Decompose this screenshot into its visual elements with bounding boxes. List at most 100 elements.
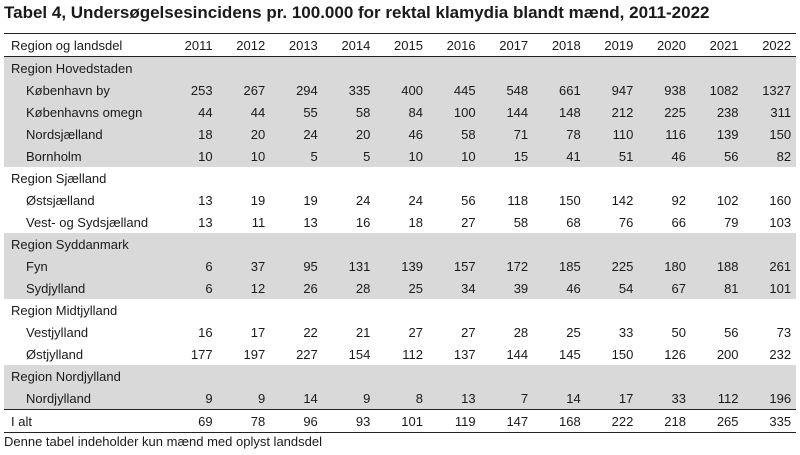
- value-cell: 95: [270, 255, 323, 277]
- value-cell: [481, 167, 534, 189]
- header-year: 2022: [743, 33, 797, 57]
- value-cell: 16: [355, 214, 371, 230]
- value-cell: 6: [165, 255, 218, 277]
- value-cell: 225: [638, 101, 691, 123]
- table-row: Fyn 6 37 95 131 139 157 172 185 225 180 188 261: [4, 255, 797, 277]
- value-cell: 112: [402, 346, 423, 362]
- value-cell: 46: [533, 277, 586, 299]
- value-cell: 9: [322, 387, 376, 410]
- value-cell: 21: [355, 324, 371, 340]
- value-cell: 58: [427, 123, 481, 145]
- table-title: Tabel 4, Undersøgelsesincidens pr. 100.0…: [4, 3, 710, 22]
- value-cell: 33: [638, 387, 691, 410]
- value-cell: 147: [480, 409, 534, 433]
- value-cell: 14: [533, 387, 586, 410]
- landsdel-label: Fyn: [4, 255, 165, 277]
- value-cell: [427, 233, 481, 255]
- landsdel-label: Københavns omegn: [4, 101, 165, 123]
- value-cell: 82: [743, 145, 797, 167]
- region-label: Region Nordjylland: [4, 365, 165, 387]
- value-cell: 11: [251, 214, 266, 230]
- value-cell: 92: [671, 192, 686, 208]
- header-year: 2012: [217, 33, 271, 57]
- value-cell: 225: [585, 255, 639, 277]
- value-cell: 13: [427, 387, 481, 410]
- value-cell: [638, 56, 691, 79]
- value-cell: 76: [618, 214, 634, 230]
- landsdel-label: Vestjylland: [26, 324, 89, 340]
- value-cell: 56: [461, 192, 476, 208]
- table-row: Østjylland 177 197 227 154 112 137 144 145 150 126…: [4, 343, 796, 365]
- value-cell: [165, 167, 218, 189]
- table-row: Vest- og Sydsjælland 13 11 13 16 18 27 58 68 76 66…: [4, 211, 796, 233]
- value-cell: 118: [507, 192, 529, 208]
- value-cell: 44: [165, 101, 218, 123]
- region-label: Region Sjælland: [11, 170, 107, 186]
- value-cell: 15: [480, 145, 534, 167]
- value-cell: 24: [355, 192, 371, 208]
- value-cell: 227: [296, 346, 318, 362]
- value-cell: 947: [585, 79, 639, 101]
- total-row: I alt 69 78 96 93 101 119 147 168 222 218 265 335: [4, 409, 797, 433]
- header-year: 2018: [533, 33, 586, 57]
- value-cell: [743, 56, 797, 79]
- region-label: Region Syddanmark: [4, 233, 165, 255]
- value-cell: 41: [533, 145, 586, 167]
- value-cell: [270, 365, 323, 387]
- value-cell: 661: [533, 79, 586, 101]
- value-cell: [691, 167, 744, 189]
- value-cell: 131: [322, 255, 376, 277]
- value-cell: 265: [690, 409, 744, 433]
- value-cell: 139: [690, 123, 744, 145]
- value-cell: 13: [303, 214, 318, 230]
- value-cell: [533, 56, 586, 79]
- value-cell: 101: [375, 409, 428, 433]
- value-cell: 335: [743, 409, 797, 433]
- value-cell: 78: [533, 123, 586, 145]
- region-row: Region Sjælland: [4, 167, 796, 189]
- value-cell: [586, 167, 639, 189]
- landsdel-label: Nordsjælland: [4, 123, 165, 145]
- landsdel-label: Østjylland: [26, 346, 84, 362]
- value-cell: 56: [724, 324, 739, 340]
- value-cell: 116: [638, 123, 691, 145]
- value-cell: 12: [217, 277, 271, 299]
- value-cell: 197: [243, 346, 266, 362]
- value-cell: 18: [408, 214, 423, 230]
- value-cell: 26: [270, 277, 323, 299]
- header-year: 2020: [638, 33, 691, 57]
- value-cell: 28: [513, 324, 529, 340]
- region-label: Region Midtjylland: [11, 302, 118, 318]
- header-year: 2017: [480, 33, 534, 57]
- value-cell: 137: [453, 346, 476, 362]
- header-year: 2016: [427, 33, 481, 57]
- landsdel-label: Sydjylland: [4, 277, 165, 299]
- value-cell: 148: [533, 101, 586, 123]
- value-cell: 1327: [743, 79, 797, 101]
- value-cell: [165, 56, 218, 79]
- value-cell: 253: [165, 79, 218, 101]
- value-cell: 44: [217, 101, 271, 123]
- value-cell: [270, 233, 323, 255]
- value-cell: [638, 233, 691, 255]
- value-cell: [533, 233, 586, 255]
- value-cell: 71: [480, 123, 534, 145]
- table-row: Vestjylland 16 17 22 21 27 27 28 25 33 50 56 73: [4, 321, 796, 343]
- value-cell: 102: [716, 192, 739, 208]
- value-cell: [428, 299, 481, 321]
- table-row: Østsjælland 13 19 19 24 24 56 118 150 142 92 102 160: [4, 189, 796, 211]
- value-cell: 238: [690, 101, 744, 123]
- value-cell: [218, 167, 271, 189]
- value-cell: 261: [743, 255, 797, 277]
- value-cell: [638, 167, 691, 189]
- value-cell: 150: [611, 346, 634, 362]
- header-row: Region og landsdel 2011 2012 2013 2014 2…: [4, 33, 797, 57]
- value-cell: 548: [480, 79, 534, 101]
- value-cell: 46: [638, 145, 691, 167]
- value-cell: 33: [618, 324, 634, 340]
- value-cell: 144: [506, 346, 529, 362]
- value-cell: 58: [322, 101, 376, 123]
- value-cell: [691, 299, 744, 321]
- value-cell: 19: [250, 192, 266, 208]
- value-cell: 294: [270, 79, 323, 101]
